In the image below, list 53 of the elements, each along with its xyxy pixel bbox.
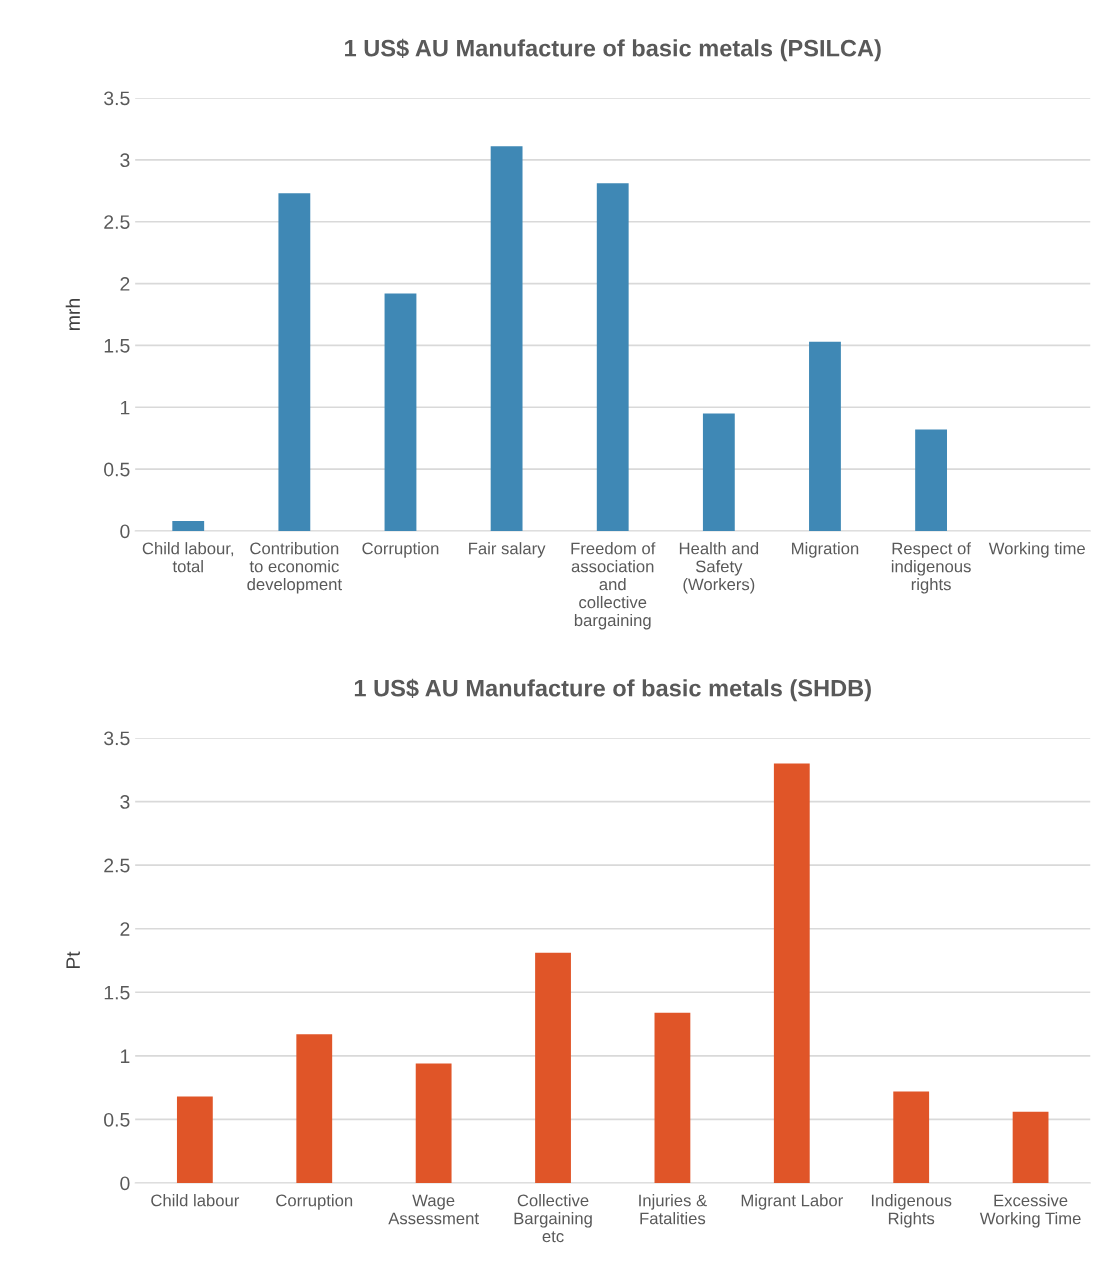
bar: [490, 146, 523, 531]
bar: [893, 1091, 930, 1183]
y-tick-label: 1: [120, 1049, 130, 1063]
x-tick-label: Collective Bargaining etc: [514, 1194, 592, 1243]
y-tick-label: 3.5: [104, 731, 130, 746]
bar: [384, 293, 417, 531]
y-tick-label: 2: [120, 922, 130, 936]
x-tick-label: Child labour: [151, 1194, 240, 1207]
y-tick-label: 1: [120, 400, 130, 415]
y-tick-label: 1.5: [104, 985, 130, 1000]
y-axis-title: Pt: [66, 951, 80, 969]
bar: [1012, 1111, 1049, 1183]
bar: [176, 1096, 213, 1183]
chart-title: 1 US$ AU Manufacture of basic metals (PSILCA): [345, 38, 881, 62]
y-tick-label: 0.5: [104, 462, 130, 477]
bar: [773, 763, 810, 1183]
y-tick-label: 1.5: [104, 339, 130, 353]
x-tick-label: Injuries & Fatalities: [639, 1194, 707, 1225]
y-tick-label: 3.5: [104, 91, 130, 106]
y-tick-label: 3: [120, 795, 130, 809]
x-tick-label: Freedom of association and collective bargaining: [571, 542, 656, 630]
x-tick-label: Migration: [792, 542, 859, 558]
x-tick-label: Respect of indigenous rights: [891, 542, 971, 594]
y-tick-label: 2.5: [104, 858, 130, 873]
x-tick-label: Excessive Working Time: [979, 1194, 1081, 1228]
bar: [535, 952, 571, 1183]
bar: [172, 521, 205, 531]
bar: [278, 193, 311, 531]
x-tick-label: Corruption: [276, 1194, 353, 1210]
bar: [702, 413, 735, 531]
y-tick-label: 0: [120, 524, 130, 539]
x-tick-label: Migrant Labor: [741, 1194, 843, 1210]
x-tick-label: Working time: [988, 542, 1085, 558]
x-tick-label: Indigenous Rights: [871, 1194, 952, 1228]
bar: [915, 429, 948, 531]
x-tick-label: Fair salary: [469, 542, 546, 558]
x-tick-label: Corruption: [362, 542, 439, 558]
x-tick-label: Wage Assessment: [388, 1194, 479, 1225]
y-axis-title: mrh: [65, 299, 80, 330]
y-tick-label: 0: [120, 1176, 130, 1191]
chart-title: 1 US$ AU Manufacture of basic metals (SHDB): [354, 678, 871, 702]
bar: [596, 183, 629, 531]
x-tick-label: Contribution to economic development: [247, 542, 342, 594]
bar: [809, 341, 841, 531]
bar: [654, 1012, 691, 1183]
y-tick-label: 0.5: [104, 1112, 130, 1127]
bar: [415, 1063, 452, 1183]
x-tick-label: Child labour, total: [142, 542, 234, 573]
y-tick-label: 2.5: [104, 215, 130, 229]
bar: [296, 1034, 333, 1183]
y-tick-label: 3: [120, 153, 130, 168]
y-tick-label: 2: [120, 277, 130, 291]
x-tick-label: Health and Safety (Workers): [679, 542, 759, 594]
